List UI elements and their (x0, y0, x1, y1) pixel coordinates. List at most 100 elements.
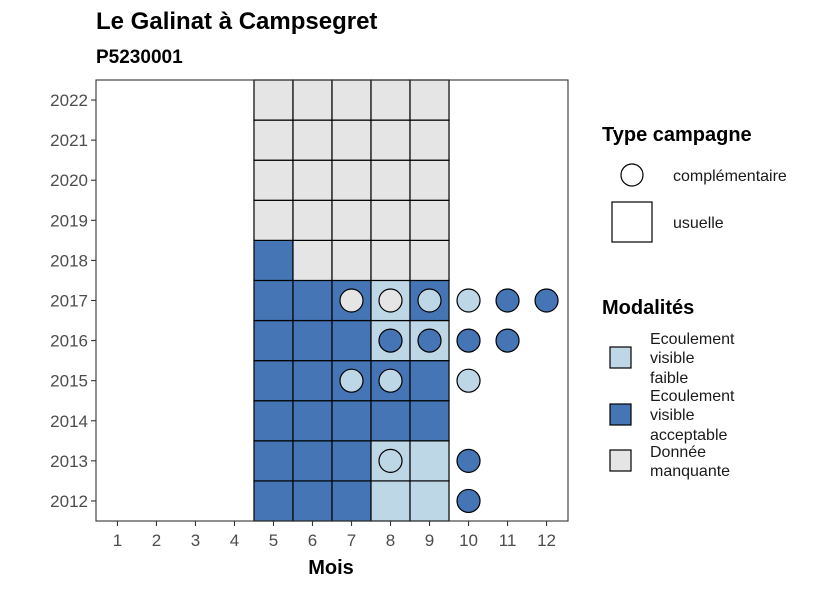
tile-2013-6 (292, 440, 333, 482)
tile-2020-9 (409, 159, 450, 201)
tile-2019-5 (253, 199, 294, 241)
tile-2016-7 (331, 319, 372, 362)
tile-2019-9 (409, 199, 450, 241)
x-tick-label-5: 5 (269, 531, 278, 550)
tile-2022-5 (253, 79, 294, 121)
legend-type-campagne: Type campagne complémentaire usuelle (602, 124, 787, 243)
tile-2012-6 (292, 480, 333, 522)
tile-2017-5 (253, 279, 294, 322)
x-tick-label-9: 9 (425, 531, 434, 550)
tile-2012-8 (370, 480, 411, 522)
tile-2014-7 (331, 400, 372, 442)
legend-circle-icon (620, 163, 644, 187)
x-tick-label-8: 8 (386, 531, 395, 550)
tile-2021-5 (253, 119, 294, 161)
tile-2022-7 (331, 79, 372, 121)
x-tick-label-7: 7 (347, 531, 356, 550)
point-2015-8 (378, 368, 403, 393)
legend-manquante-label: Donnée manquante (650, 444, 730, 480)
point-2016-10 (456, 328, 481, 353)
tile-2016-6 (292, 319, 333, 362)
legend-usuelle-label: usuelle (673, 215, 724, 232)
axes: 1 2 3 4 5 6 7 8 9 10 11 122012201320142015201620172… (50, 91, 556, 550)
chart-title: Le Galinat à Campsegret (96, 8, 377, 35)
y-tick-label-2013: 2013 (50, 452, 88, 471)
x-tick-label-3: 3 (191, 531, 200, 550)
point-2015-10 (456, 368, 481, 393)
tile-2019-6 (292, 199, 333, 241)
tile-2012-7 (331, 480, 372, 522)
x-tick-label-10: 10 (459, 531, 478, 550)
tile-2021-8 (370, 119, 411, 161)
tile-2019-8 (370, 199, 411, 241)
point-2013-8 (378, 448, 403, 473)
y-tick-label-2021: 2021 (50, 131, 88, 150)
legend-campagne-title: Type campagne (602, 124, 752, 146)
legend-acceptable-swatch (609, 403, 632, 426)
y-tick-label-2014: 2014 (50, 412, 88, 431)
legend-faible-swatch (609, 346, 632, 369)
tile-2018-6 (292, 239, 333, 282)
tile-2020-5 (253, 159, 294, 201)
tile-2020-8 (370, 159, 411, 201)
tile-2015-6 (292, 360, 333, 402)
tile-2013-5 (253, 440, 294, 482)
tile-2016-5 (253, 319, 294, 362)
y-tick-label-2022: 2022 (50, 91, 88, 110)
x-tick-label-4: 4 (230, 531, 239, 550)
tile-2015-5 (253, 360, 294, 402)
y-tick-label-2019: 2019 (50, 211, 88, 230)
tile-2014-6 (292, 400, 333, 442)
complementaire-points (339, 288, 559, 514)
legend-complementaire-label: complémentaire (673, 168, 787, 185)
tile-2018-5 (253, 239, 294, 282)
legend-faible-label: Ecoulement visible faible (650, 331, 739, 387)
x-tick-label-1: 1 (113, 531, 122, 550)
x-tick-label-12: 12 (537, 531, 556, 550)
legend-modalites-title: Modalités (602, 297, 694, 319)
point-2015-7 (339, 368, 364, 393)
point-2017-10 (456, 288, 481, 313)
y-tick-label-2012: 2012 (50, 492, 88, 511)
legend-square-icon (611, 201, 653, 243)
tile-2012-5 (253, 480, 294, 522)
point-2017-8 (378, 288, 403, 313)
point-2017-9 (417, 288, 442, 313)
x-axis-title: Mois (308, 557, 354, 579)
chart-subtitle: P5230001 (96, 47, 183, 68)
tile-2017-6 (292, 279, 333, 322)
tile-2012-9 (409, 480, 450, 522)
point-2017-7 (339, 288, 364, 313)
tile-2014-8 (370, 400, 411, 442)
tile-2013-7 (331, 440, 372, 482)
y-tick-label-2020: 2020 (50, 171, 88, 190)
tile-2018-9 (409, 239, 450, 282)
point-2016-8 (378, 328, 403, 353)
point-2012-10 (456, 488, 481, 514)
tile-2018-7 (331, 239, 372, 282)
usuelle-tiles (253, 79, 450, 522)
tile-2022-8 (370, 79, 411, 121)
tile-2020-6 (292, 159, 333, 201)
x-tick-label-6: 6 (308, 531, 317, 550)
y-tick-label-2016: 2016 (50, 332, 88, 351)
point-2016-11 (495, 328, 520, 353)
tile-2018-8 (370, 239, 411, 282)
y-tick-label-2018: 2018 (50, 251, 88, 270)
tile-2021-7 (331, 119, 372, 161)
x-tick-label-11: 11 (499, 531, 517, 550)
point-2017-12 (534, 288, 559, 313)
tile-2022-6 (292, 79, 333, 121)
y-tick-label-2017: 2017 (50, 292, 88, 311)
y-tick-label-2015: 2015 (50, 372, 88, 391)
point-2017-11 (495, 288, 520, 313)
legend-modalites: Modalités Ecoulement visible faible Ecou… (602, 297, 739, 480)
tile-2019-7 (331, 199, 372, 241)
tile-2014-9 (409, 400, 450, 442)
tile-2022-9 (409, 79, 450, 121)
tile-2021-9 (409, 119, 450, 161)
legend-acceptable-label: Ecoulement visible acceptable (650, 388, 739, 444)
tile-2021-6 (292, 119, 333, 161)
tile-2013-9 (409, 440, 450, 482)
